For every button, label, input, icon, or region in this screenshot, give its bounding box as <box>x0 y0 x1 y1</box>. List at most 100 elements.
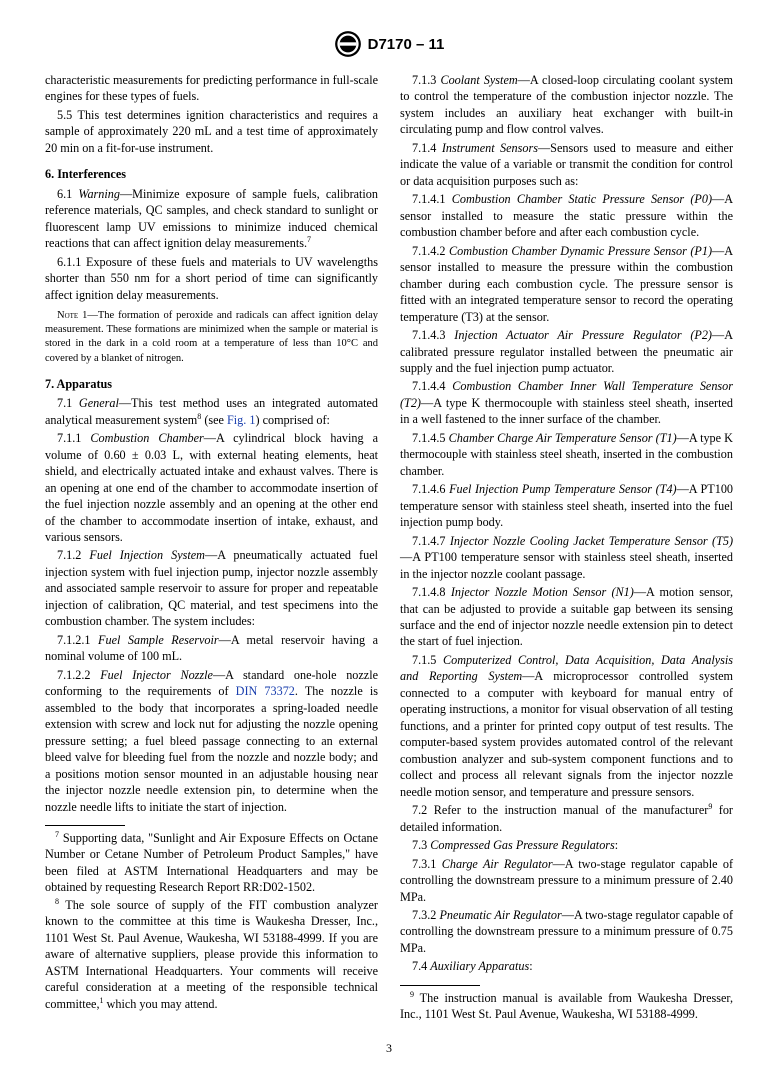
para: 7.3.2 Pneumatic Air Regulator—A two-stag… <box>400 907 733 956</box>
term: Instrument Sensors <box>442 141 538 155</box>
num: 7.3 <box>412 838 430 852</box>
fn-text: The sole source of supply of the FIT com… <box>45 898 378 1011</box>
section-heading: 7. Apparatus <box>45 376 378 392</box>
num: 7.1 <box>57 396 79 410</box>
note-label: Note <box>57 310 78 321</box>
footnote: 9 The instruction manual is available fr… <box>400 990 733 1023</box>
text: 7.2 Refer to the instruction manual of t… <box>412 803 708 817</box>
fn-text: Supporting data, "Sunlight and Air Expos… <box>45 831 378 894</box>
footnotes-right: 9 The instruction manual is available fr… <box>400 985 733 1023</box>
num: 7.3.2 <box>412 908 439 922</box>
num: 7.1.4.7 <box>412 534 450 548</box>
num: 7.1.4.3 <box>412 328 454 342</box>
num: 7.1.4.2 <box>412 244 449 258</box>
term: Charge Air Regulator <box>442 857 553 871</box>
text: (see <box>201 413 227 427</box>
num: 7.1.3 <box>412 73 440 87</box>
num: 7.1.2 <box>57 548 89 562</box>
num: 7.1.2.1 <box>57 633 98 647</box>
fn-text: which you may attend. <box>104 997 218 1011</box>
page-number: 3 <box>45 1041 733 1056</box>
para: 7.1.4.4 Combustion Chamber Inner Wall Te… <box>400 378 733 427</box>
text: ) comprised of: <box>255 413 329 427</box>
para: 7.4 Auxiliary Apparatus: <box>400 958 733 974</box>
num: 7.1.4.6 <box>412 482 449 496</box>
num: 7.4 <box>412 959 430 973</box>
term: Chamber Charge Air Temperature Sensor (T… <box>449 431 677 445</box>
text: —A cylindrical block having a volume of … <box>45 431 378 544</box>
para: 7.3 Compressed Gas Pressure Regulators: <box>400 837 733 853</box>
num: 7.1.1 <box>57 431 90 445</box>
din-link[interactable]: DIN 73372 <box>236 684 295 698</box>
term: Fuel Injection System <box>89 548 205 562</box>
para: 7.1.4 Instrument Sensors—Sensors used to… <box>400 140 733 189</box>
designation: D7170 – 11 <box>368 36 445 53</box>
para: 7.3.1 Charge Air Regulator—A two-stage r… <box>400 856 733 905</box>
para: 7.1.5 Computerized Control, Data Acquisi… <box>400 652 733 800</box>
para: 7.1.4.7 Injector Nozzle Cooling Jacket T… <box>400 533 733 582</box>
term: Fuel Injection Pump Temperature Sensor (… <box>449 482 677 496</box>
para: 7.2 Refer to the instruction manual of t… <box>400 802 733 835</box>
term: Fuel Injector Nozzle <box>100 668 213 682</box>
para: 7.1.2.2 Fuel Injector Nozzle—A standard … <box>45 667 378 815</box>
page-header: D7170 – 11 <box>45 30 733 58</box>
num: 7.1.4.5 <box>412 431 449 445</box>
fn-text: The instruction manual is available from… <box>400 991 733 1021</box>
footnote-rule <box>45 825 125 826</box>
footnotes-left: 7 Supporting data, "Sunlight and Air Exp… <box>45 825 378 1012</box>
num: 7.1.4 <box>412 141 442 155</box>
term: Pneumatic Air Regulator <box>439 908 561 922</box>
num: 7.1.4.4 <box>412 379 452 393</box>
term: Auxiliary Apparatus <box>430 959 529 973</box>
num: 7.1.4.1 <box>412 192 452 206</box>
term: General <box>79 396 119 410</box>
astm-logo-icon <box>334 30 362 58</box>
para: 7.1.2 Fuel Injection System—A pneumatica… <box>45 547 378 629</box>
footnote: 8 The sole source of supply of the FIT c… <box>45 897 378 1012</box>
footnote: 7 Supporting data, "Sunlight and Air Exp… <box>45 830 378 896</box>
num: 7.1.2.2 <box>57 668 100 682</box>
term: Warning <box>78 187 120 201</box>
para: 7.1.4.2 Combustion Chamber Dynamic Press… <box>400 243 733 325</box>
text: . The nozzle is assembled to the body th… <box>45 684 378 813</box>
para: 7.1 General—This test method uses an int… <box>45 395 378 428</box>
para: 7.1.2.1 Fuel Sample Reservoir—A metal re… <box>45 632 378 665</box>
note-text: 1—The formation of peroxide and radicals… <box>45 310 378 364</box>
para: 7.1.4.3 Injection Actuator Air Pressure … <box>400 327 733 376</box>
section-heading: 6. Interferences <box>45 166 378 182</box>
text: —A PT100 temperature sensor with stainle… <box>400 550 733 580</box>
para: 7.1.4.8 Injector Nozzle Motion Sensor (N… <box>400 584 733 650</box>
num: 7.1.4.8 <box>412 585 451 599</box>
para: 6.1.1 Exposure of these fuels and materi… <box>45 254 378 303</box>
para: 7.1.4.6 Fuel Injection Pump Temperature … <box>400 481 733 530</box>
term: Injector Nozzle Motion Sensor (N1) <box>451 585 634 599</box>
note: Note 1—The formation of peroxide and rad… <box>45 309 378 366</box>
para: 7.1.4.5 Chamber Charge Air Temperature S… <box>400 430 733 479</box>
term: Combustion Chamber Dynamic Pressure Sens… <box>449 244 712 258</box>
para: 7.1.4.1 Combustion Chamber Static Pressu… <box>400 191 733 240</box>
num: 7.1.5 <box>412 653 443 667</box>
num: 7.3.1 <box>412 857 442 871</box>
text: —A type K thermocouple with stainless st… <box>400 396 733 426</box>
text: : <box>529 959 532 973</box>
term: Compressed Gas Pressure Regulators <box>430 838 615 852</box>
term: Fuel Sample Reservoir <box>98 633 219 647</box>
para: 7.1.3 Coolant System—A closed-loop circu… <box>400 72 733 138</box>
term: Injection Actuator Air Pressure Regulato… <box>454 328 712 342</box>
text: —A microprocessor controlled system conn… <box>400 669 733 798</box>
para: 7.1.1 Combustion Chamber—A cylindrical b… <box>45 430 378 545</box>
term: Combustion Chamber Static Pressure Senso… <box>452 192 712 206</box>
term: Combustion Chamber <box>90 431 203 445</box>
para: 6.1 Warning—Minimize exposure of sample … <box>45 186 378 252</box>
para: 5.5 This test determines ignition charac… <box>45 107 378 156</box>
footnote-rule <box>400 985 480 986</box>
body-columns: characteristic measurements for predicti… <box>45 72 733 1023</box>
page: D7170 – 11 characteristic measurements f… <box>0 0 778 1086</box>
text: : <box>615 838 618 852</box>
term: Injector Nozzle Cooling Jacket Temperatu… <box>450 534 733 548</box>
num: 6.1 <box>57 187 78 201</box>
term: Coolant System <box>440 73 517 87</box>
para: characteristic measurements for predicti… <box>45 72 378 105</box>
fig-link[interactable]: Fig. 1 <box>227 413 255 427</box>
footnote-ref: 7 <box>307 235 311 244</box>
